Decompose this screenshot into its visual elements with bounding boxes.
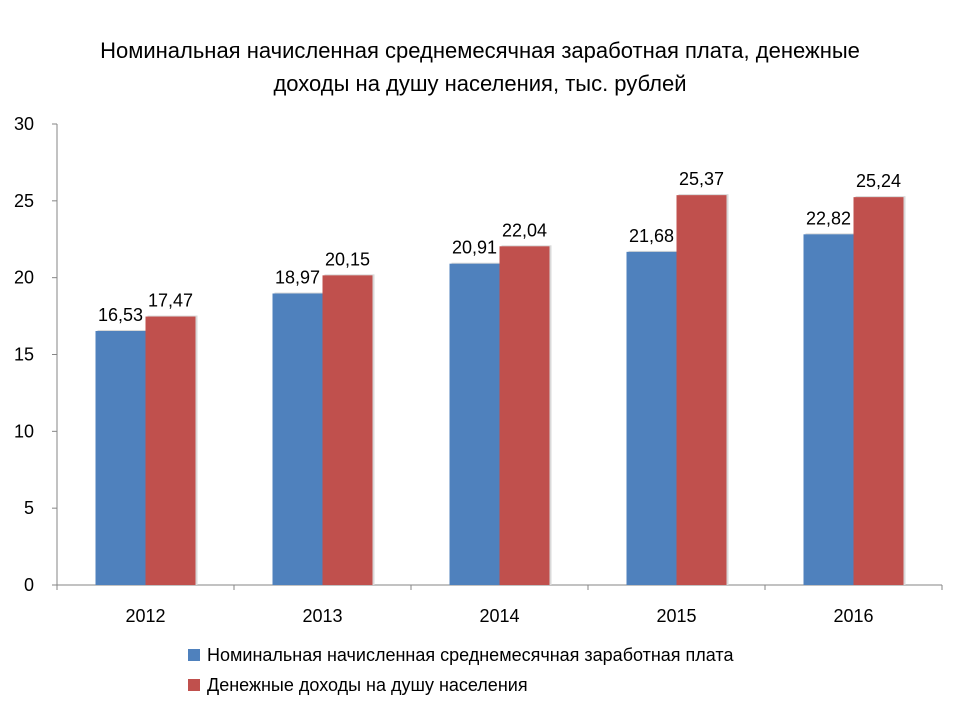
- legend-label-salary: Номинальная начисленная среднемесячная з…: [207, 645, 734, 665]
- legend-item-salary: Номинальная начисленная среднемесячная з…: [188, 640, 733, 670]
- bar: [676, 195, 727, 586]
- y-tick-label: 25: [14, 191, 34, 211]
- legend: Номинальная начисленная среднемесячная з…: [188, 640, 733, 700]
- y-tick-label: 10: [14, 421, 34, 441]
- bar: [626, 251, 677, 586]
- legend-item-income: Денежные доходы на душу населения: [188, 670, 733, 700]
- legend-label-income: Денежные доходы на душу населения: [207, 675, 528, 695]
- y-tick-label: 15: [14, 345, 34, 365]
- bar: [272, 293, 323, 585]
- bar: [145, 316, 196, 585]
- bar: [95, 330, 146, 585]
- data-label: 25,24: [856, 171, 901, 191]
- y-tick-label: 20: [14, 268, 34, 288]
- chart-title-line-2: доходы на душу населения, тыс. рублей: [273, 71, 687, 96]
- data-label: 21,68: [629, 226, 674, 246]
- x-tick-label: 2016: [833, 606, 873, 626]
- bar: [322, 275, 373, 585]
- data-label: 20,91: [452, 238, 497, 258]
- y-tick-label: 5: [24, 498, 34, 518]
- data-label: 20,15: [325, 249, 370, 269]
- chart-title: Номинальная начисленная среднемесячная з…: [0, 34, 960, 100]
- x-tick-label: 2015: [656, 606, 696, 626]
- chart-title-line-1: Номинальная начисленная среднемесячная з…: [100, 38, 860, 63]
- bar: [499, 246, 550, 585]
- data-label: 16,53: [98, 305, 143, 325]
- data-label: 18,97: [275, 267, 320, 287]
- data-label: 22,04: [502, 220, 547, 240]
- data-label: 25,37: [679, 169, 724, 189]
- legend-swatch-salary: [188, 649, 200, 661]
- bar: [803, 234, 854, 585]
- bar: [449, 263, 500, 585]
- data-label: 17,47: [148, 291, 193, 311]
- y-tick-label: 30: [14, 114, 34, 134]
- y-tick-label: 0: [24, 575, 34, 595]
- x-tick-label: 2014: [479, 606, 519, 626]
- bar: [853, 197, 904, 586]
- legend-swatch-income: [188, 679, 200, 691]
- x-tick-label: 2012: [125, 606, 165, 626]
- x-tick-label: 2013: [302, 606, 342, 626]
- data-label: 22,82: [806, 208, 851, 228]
